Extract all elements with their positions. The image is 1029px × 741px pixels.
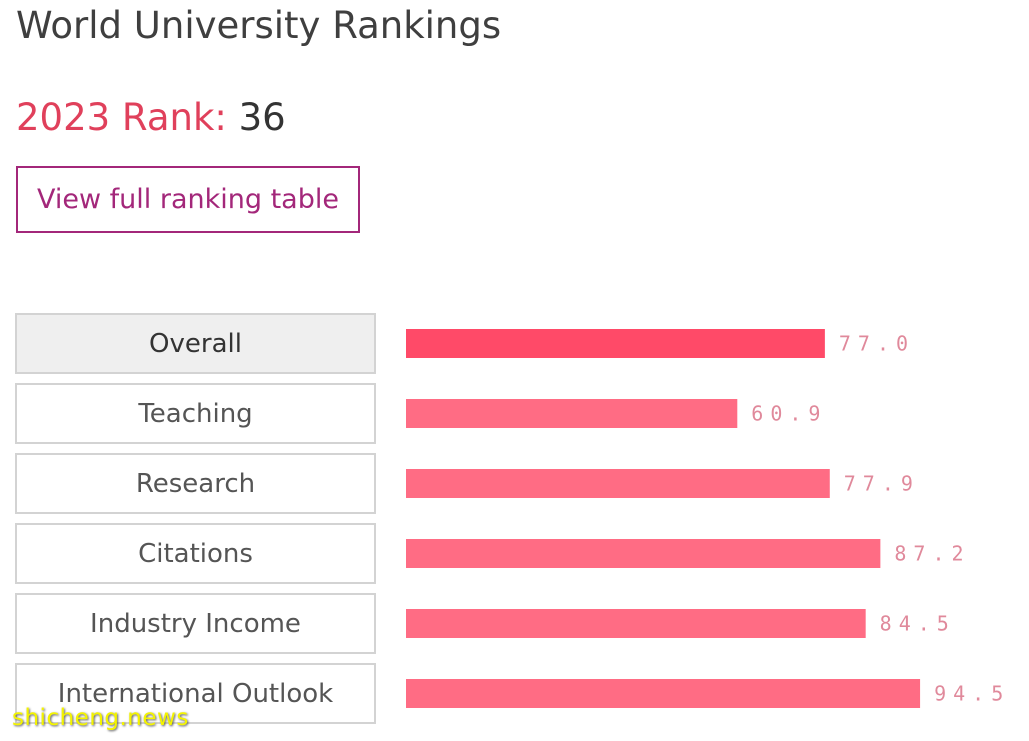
rank-display: 2023 Rank: 36 (16, 96, 286, 139)
rank-label: 2023 Rank: (16, 96, 227, 139)
value-label-industry-income: 84.5 (880, 612, 956, 636)
bar-citations (406, 539, 881, 568)
page-title: World University Rankings (16, 4, 502, 47)
rank-value: 36 (238, 96, 286, 139)
metric-button-overall[interactable]: Overall (15, 313, 376, 374)
value-label-citations: 87.2 (894, 542, 970, 566)
value-label-international-outlook: 94.5 (934, 682, 1010, 706)
bar-industry-income (406, 609, 866, 638)
view-full-ranking-button[interactable]: View full ranking table (16, 166, 360, 233)
value-label-teaching: 60.9 (751, 402, 827, 426)
bar-international-outlook (406, 679, 921, 708)
metric-button-teaching[interactable]: Teaching (15, 383, 376, 444)
metric-button-industry-income[interactable]: Industry Income (15, 593, 376, 654)
bar-research (406, 469, 830, 498)
metric-button-citations[interactable]: Citations (15, 523, 376, 584)
metric-button-international-outlook[interactable]: International Outlook (15, 663, 376, 724)
value-label-overall: 77.0 (839, 332, 915, 356)
watermark: shicheng.news (12, 705, 189, 731)
value-label-research: 77.9 (844, 472, 920, 496)
metric-button-research[interactable]: Research (15, 453, 376, 514)
bar-teaching (406, 399, 738, 428)
bar-overall (406, 329, 825, 358)
